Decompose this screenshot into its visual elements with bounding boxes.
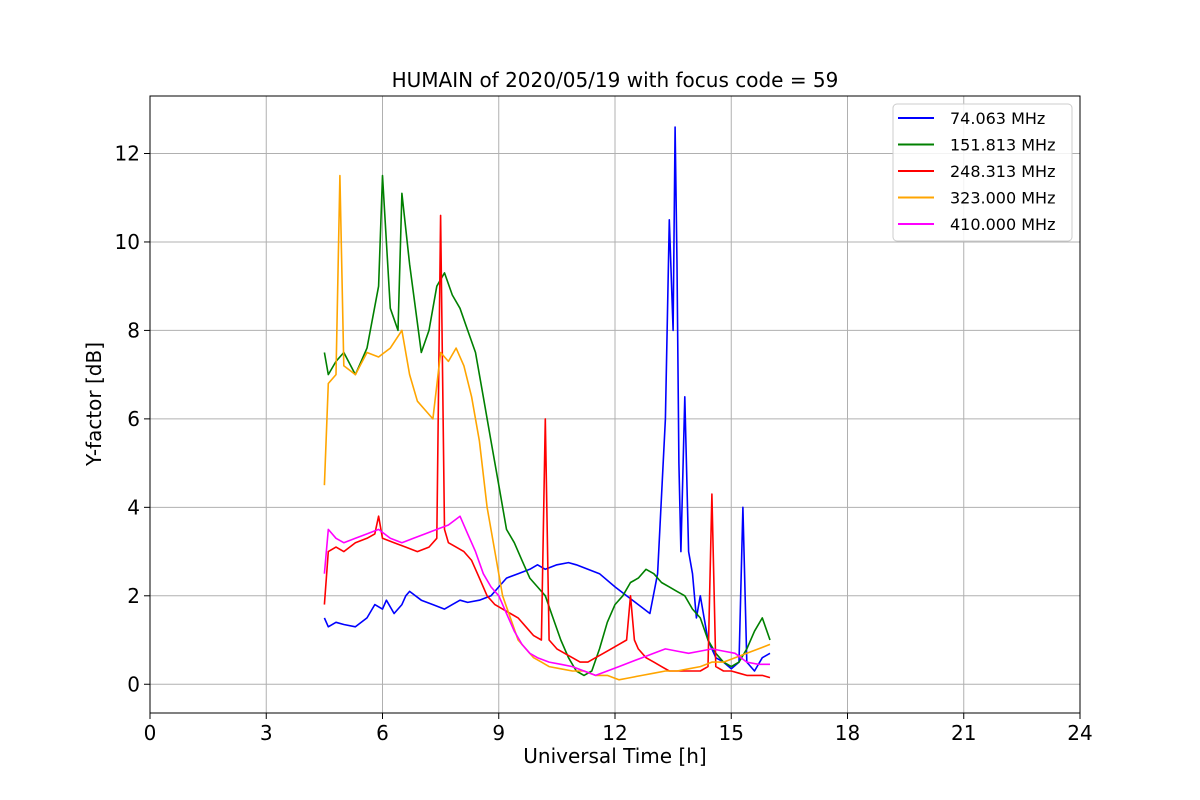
plot-lines (323, 126, 771, 681)
legend-items: 74.063 MHz 151.813 MHz 248.313 MHz 323.000 … (898, 109, 1055, 234)
series-line-410-000-mhz (323, 515, 770, 677)
x-tick-label: 12 (602, 721, 627, 745)
series-line-323-000-mhz (323, 174, 771, 681)
x-tick-label: 3 (260, 721, 273, 745)
x-axis-label: Universal Time [h] (523, 744, 706, 768)
chart-title: HUMAIN of 2020/05/19 with focus code = 5… (392, 68, 839, 92)
y-axis-label: Y-factor [dB] (82, 342, 106, 467)
x-tick-label: 6 (376, 721, 389, 745)
legend-label: 410.000 MHz (950, 215, 1055, 234)
series-line-248-313-mhz (323, 214, 771, 679)
legend-label: 151.813 MHz (950, 136, 1055, 155)
x-tick-label: 24 (1067, 721, 1092, 745)
legend-label: 323.000 MHz (950, 189, 1055, 208)
x-tick-label: 15 (719, 721, 744, 745)
x-tick-label: 9 (492, 721, 505, 745)
y-tick-label: 12 (115, 141, 140, 165)
y-tick-label: 10 (115, 230, 140, 254)
legend-box (892, 103, 1073, 242)
x-tick-label: 18 (835, 721, 860, 745)
y-tick-label: 4 (127, 495, 140, 519)
x-tick-label: 0 (144, 721, 157, 745)
x-tick-label: 21 (951, 721, 976, 745)
legend-label: 248.313 MHz (950, 162, 1055, 181)
y-tick-label: 2 (127, 584, 140, 608)
legend: 74.063 MHz 151.813 MHz 248.313 MHz 323.000 … (892, 103, 1073, 242)
legend-label: 74.063 MHz (950, 109, 1045, 128)
y-tick-label: 0 (127, 672, 140, 696)
y-tick-label: 8 (127, 318, 140, 342)
y-tick-label: 6 (127, 407, 140, 431)
